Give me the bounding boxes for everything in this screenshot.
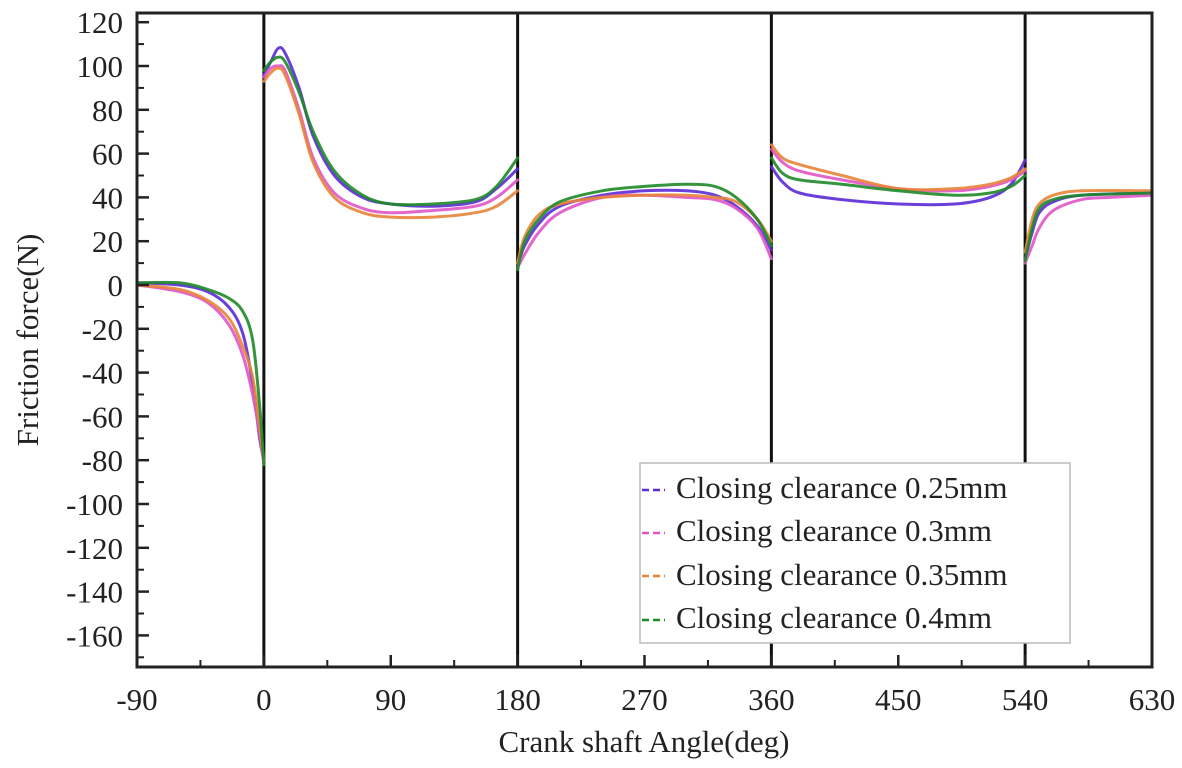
y-tick-label: -60 <box>82 399 123 434</box>
series-layer <box>135 46 1154 467</box>
x-tick-label: 360 <box>748 682 795 717</box>
series-line <box>1023 188 1154 254</box>
x-tick-label: 270 <box>621 682 668 717</box>
y-tick-label: -40 <box>82 356 123 391</box>
series-line <box>135 280 266 467</box>
x-tick-label: 630 <box>1129 682 1176 717</box>
x-tick-label: 450 <box>875 682 922 717</box>
legend-item-2: Closing clearance 0.35mm <box>642 557 1007 592</box>
y-tick-label: -20 <box>82 312 123 347</box>
series-line <box>516 182 773 272</box>
series-line <box>262 46 520 208</box>
legend: Closing clearance 0.25mm Closing clearan… <box>639 462 1071 644</box>
x-tick-label: -90 <box>116 682 157 717</box>
y-tick-label: 20 <box>92 224 123 259</box>
legend-item-0: Closing clearance 0.25mm <box>642 470 1007 505</box>
legend-box <box>639 462 1071 644</box>
y-tick-label: 40 <box>92 180 123 215</box>
legend-item-1: Closing clearance 0.3mm <box>642 513 992 548</box>
y-tick-label: -140 <box>66 575 123 610</box>
series-line <box>516 193 773 265</box>
series-line <box>769 143 1027 192</box>
y-tick-label: -160 <box>66 618 123 653</box>
y-tick-label: 80 <box>92 93 123 128</box>
series-line <box>135 283 266 462</box>
series-line <box>769 156 1027 197</box>
x-axis: -90 0 90 180 270 360 450 540 630 <box>116 655 1175 717</box>
y-axis: 120 100 80 60 40 20 0 -20 -40 -60 -80 -100 -120 -140 -… <box>66 5 149 659</box>
y-tick-label: 0 <box>108 268 124 303</box>
legend-label: Closing clearance 0.3mm <box>676 513 992 548</box>
x-axis-title: Crank shaft Angle(deg) <box>499 724 790 759</box>
y-tick-label: -80 <box>82 443 123 478</box>
series-line <box>262 55 520 207</box>
legend-label: Closing clearance 0.35mm <box>676 557 1007 592</box>
y-axis-title: Friction force(N) <box>10 234 45 447</box>
x-tick-label: 0 <box>256 682 272 717</box>
legend-label: Closing clearance 0.25mm <box>676 470 1007 505</box>
x-tick-label: 90 <box>375 682 406 717</box>
series-line <box>262 66 520 220</box>
y-tick-label: -100 <box>66 487 123 522</box>
series-line <box>1023 191 1154 263</box>
series-line <box>262 64 520 215</box>
x-tick-label: 540 <box>1002 682 1049 717</box>
y-tick-label: -120 <box>66 531 123 566</box>
x-tick-label: 180 <box>494 682 541 717</box>
y-tick-label: 120 <box>77 5 124 40</box>
legend-item-3: Closing clearance 0.4mm <box>642 600 992 635</box>
y-tick-label: 100 <box>77 49 124 84</box>
legend-label: Closing clearance 0.4mm <box>676 600 992 635</box>
y-tick-label: 60 <box>92 137 123 172</box>
series-line <box>1023 193 1154 265</box>
